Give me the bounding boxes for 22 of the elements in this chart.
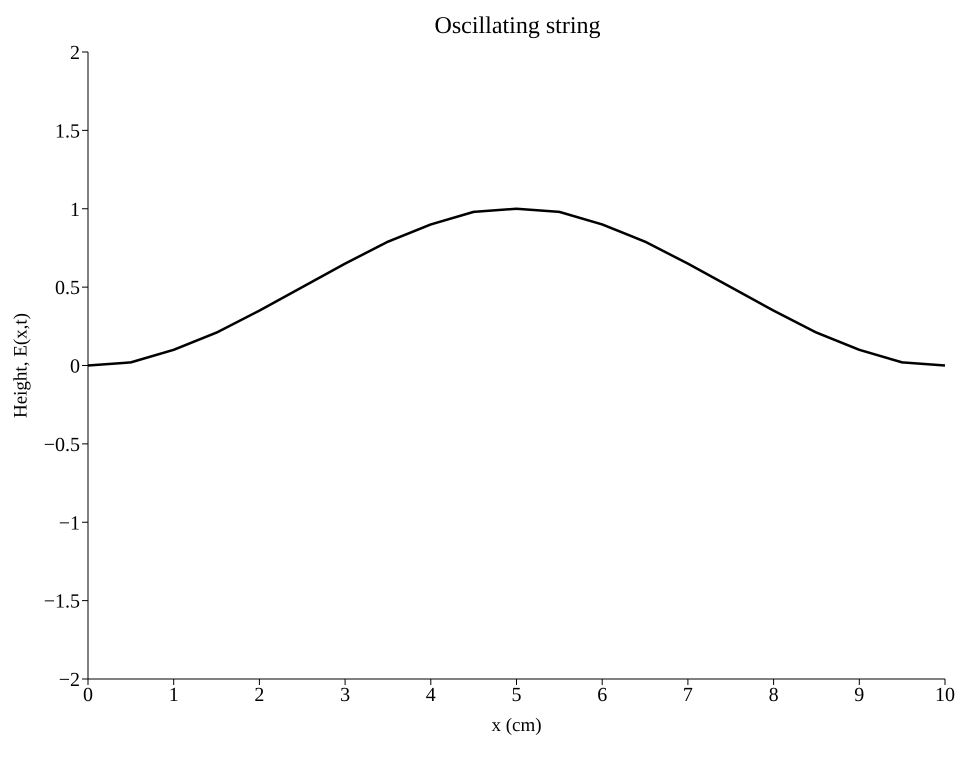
x-tick-label: 1 — [168, 684, 179, 706]
x-tick-label: 2 — [254, 684, 264, 706]
y-axis-title: Height, E(x,t) — [10, 312, 32, 418]
x-axis-title: x (cm) — [491, 715, 542, 736]
chart-title: Oscillating string — [434, 12, 602, 41]
y-tick-label: −0.5 — [44, 434, 80, 456]
x-tick-label: 4 — [426, 684, 436, 706]
y-tick-label: 0 — [70, 356, 80, 378]
y-tick-label: 2 — [70, 42, 80, 64]
x-tick-label: 8 — [768, 684, 779, 706]
x-tick-label: 3 — [340, 684, 350, 706]
y-tick-label: −1 — [58, 512, 80, 534]
y-tick-label: 1.5 — [55, 120, 80, 142]
x-tick-label: 6 — [597, 684, 608, 706]
x-tick-label: 10 — [935, 684, 955, 706]
y-tick-label: −1.5 — [44, 590, 80, 613]
x-tick-label: 9 — [854, 684, 864, 706]
y-tick-label: −2 — [58, 669, 80, 692]
x-tick-label: 5 — [512, 684, 522, 706]
x-tick-label: 7 — [682, 684, 693, 706]
y-tick-label: 0.5 — [55, 277, 80, 300]
y-tick-label: 1 — [70, 198, 80, 221]
